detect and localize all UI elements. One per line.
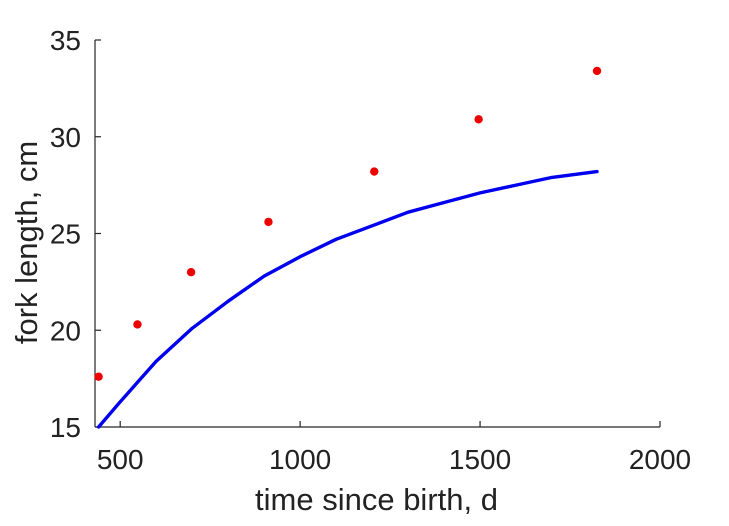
data-point [592,66,602,76]
model-curve-line [96,169,599,429]
x-ticks: 500 1000 1500 2000 [97,421,691,475]
y-tick-label: 30 [50,122,81,153]
data-point [264,217,273,227]
y-ticks: 15 20 25 30 35 [50,25,101,443]
x-tick-label: 1500 [449,444,511,475]
x-tick-label: 500 [97,444,144,475]
x-axis-label: time since birth, d [255,482,498,517]
data-point [370,167,379,176]
axes: 500 1000 1500 2000 15 20 25 30 35 [50,25,691,475]
data-point [474,115,483,124]
data-point [186,268,196,277]
y-tick-label: 25 [50,219,81,250]
data-point [133,320,142,329]
y-axis-label: fork length, cm [9,141,44,344]
plot-series [94,66,602,429]
y-tick-label: 20 [50,315,81,346]
y-tick-label: 35 [50,25,81,56]
x-tick-label: 1000 [269,444,331,475]
x-tick-label: 2000 [629,444,691,475]
data-point [94,372,103,381]
y-tick-label: 15 [50,412,81,443]
